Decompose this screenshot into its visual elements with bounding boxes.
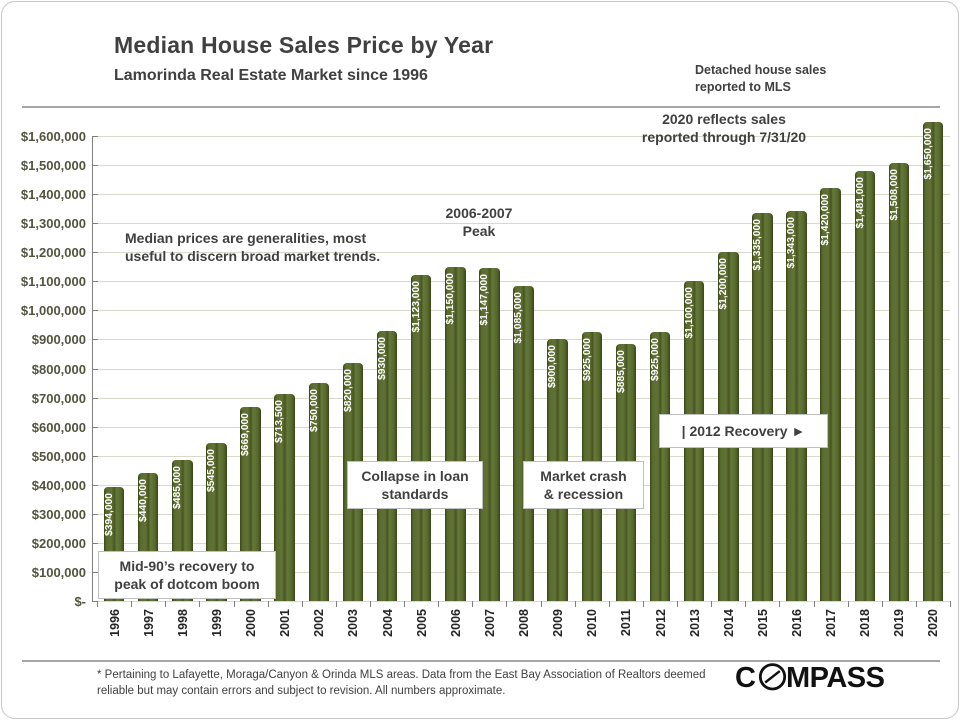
svg-text:C: C [735, 662, 756, 694]
svg-text:MPASS: MPASS [786, 662, 885, 694]
